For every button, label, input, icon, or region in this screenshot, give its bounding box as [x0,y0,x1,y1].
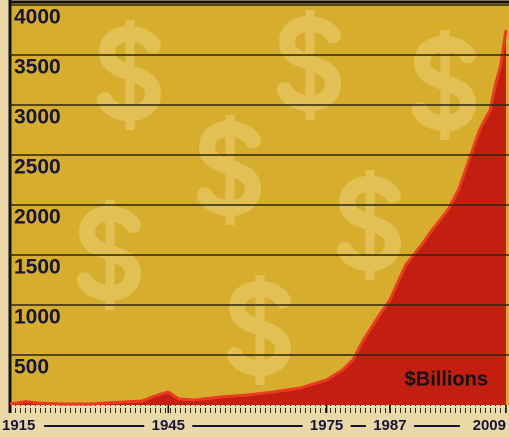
y-tick-label: 1500 [14,256,61,279]
x-tick-label: 1975 [310,417,343,434]
x-tick-label: 1987 [373,417,406,434]
y-tick-label: 3000 [14,106,61,129]
ruler [10,405,509,413]
x-tick-label: 1945 [152,417,185,434]
y-tick-label: 4000 [14,6,61,29]
y-tick-label: 3500 [14,56,61,79]
y-tick-label: 500 [14,356,49,379]
y-tick-label: 2500 [14,156,61,179]
x-tick-label: 2009 [473,417,506,434]
y-tick-label: 1000 [14,306,61,329]
annotation: $Billions [405,368,488,390]
x-tick-label: 1915 [2,417,35,434]
chart: 500 1000 1500 2000 2500 3000 3500 4000 $Billions… [0,0,509,437]
y-tick-label: 2000 [14,206,61,229]
